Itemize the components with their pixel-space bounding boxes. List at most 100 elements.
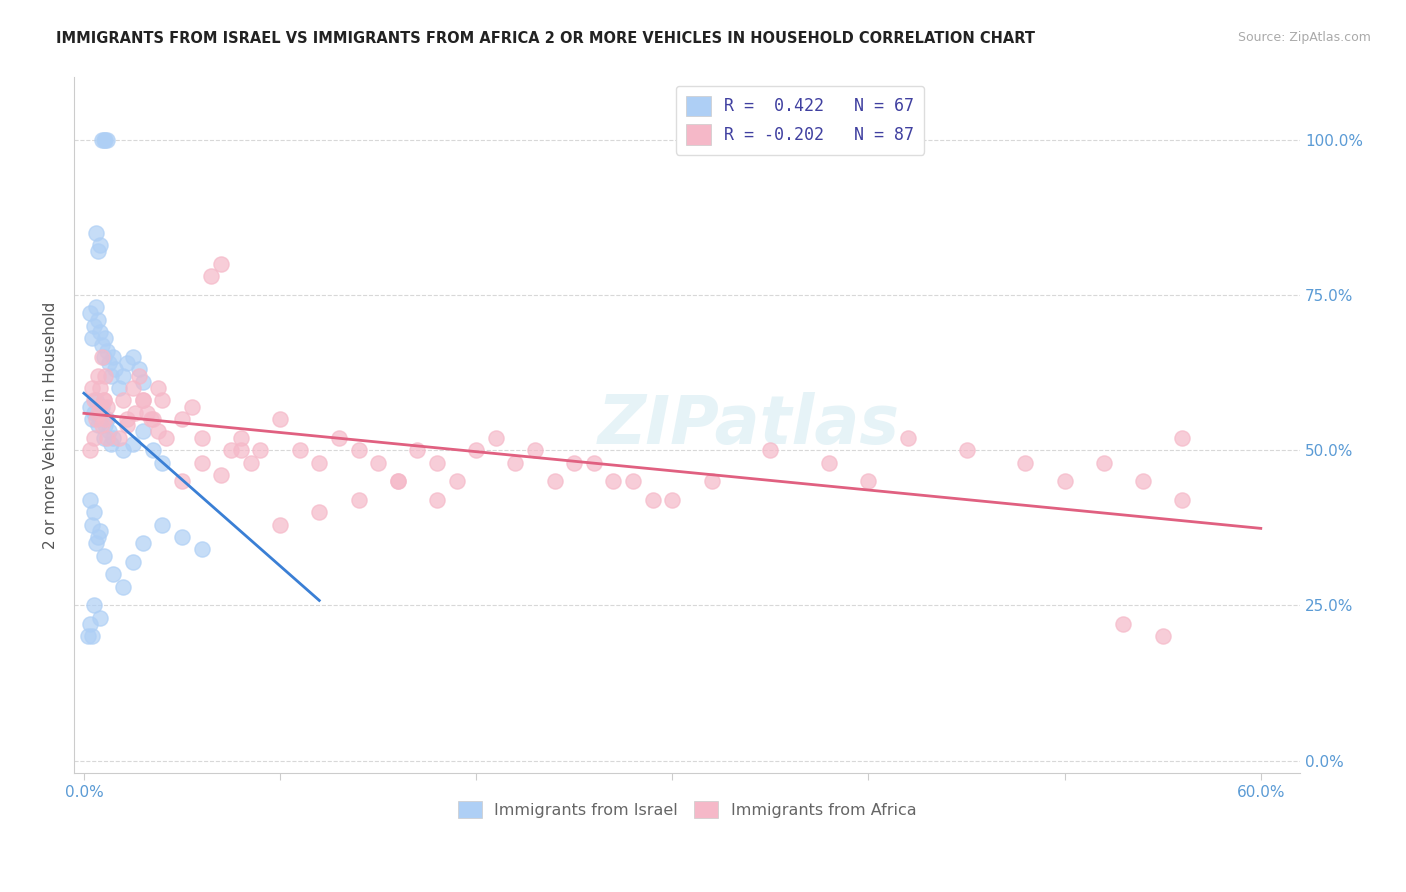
- Point: [135, 406, 157, 420]
- Point: [543, 474, 565, 488]
- Point: [104, 362, 127, 376]
- Point: [79, 400, 101, 414]
- Point: [190, 542, 212, 557]
- Point: [308, 456, 330, 470]
- Point: [180, 400, 202, 414]
- Point: [90, 350, 112, 364]
- Point: [80, 629, 103, 643]
- Point: [108, 431, 131, 445]
- Point: [122, 555, 145, 569]
- Point: [80, 331, 103, 345]
- Text: ZIPatlas: ZIPatlas: [598, 392, 900, 458]
- Point: [112, 368, 135, 383]
- Point: [94, 412, 117, 426]
- Point: [84, 300, 107, 314]
- Point: [84, 536, 107, 550]
- Point: [96, 132, 118, 146]
- Point: [98, 356, 121, 370]
- Point: [465, 443, 488, 458]
- Point: [1171, 492, 1194, 507]
- Point: [485, 431, 508, 445]
- Point: [103, 431, 125, 445]
- Point: [90, 418, 112, 433]
- Point: [122, 350, 145, 364]
- Point: [505, 456, 527, 470]
- Point: [132, 536, 155, 550]
- Point: [269, 517, 291, 532]
- Point: [387, 474, 409, 488]
- Point: [132, 375, 155, 389]
- Point: [86, 244, 108, 259]
- Point: [93, 393, 115, 408]
- Y-axis label: 2 or more Vehicles in Household: 2 or more Vehicles in Household: [44, 301, 58, 549]
- Point: [524, 443, 547, 458]
- Point: [1092, 456, 1115, 470]
- Point: [150, 456, 173, 470]
- Point: [89, 238, 111, 252]
- Point: [148, 381, 170, 395]
- Point: [200, 269, 222, 284]
- Point: [93, 431, 115, 445]
- Point: [90, 337, 112, 351]
- Point: [562, 456, 585, 470]
- Text: Source: ZipAtlas.com: Source: ZipAtlas.com: [1237, 31, 1371, 45]
- Point: [239, 456, 262, 470]
- Point: [96, 431, 118, 445]
- Point: [83, 406, 105, 420]
- Point: [142, 412, 165, 426]
- Point: [93, 393, 115, 408]
- Point: [86, 406, 108, 420]
- Point: [100, 368, 122, 383]
- Point: [80, 412, 103, 426]
- Point: [84, 412, 107, 426]
- Point: [100, 437, 122, 451]
- Point: [269, 412, 291, 426]
- Point: [621, 474, 644, 488]
- Point: [94, 418, 117, 433]
- Point: [98, 425, 121, 439]
- Point: [86, 418, 108, 433]
- Point: [79, 617, 101, 632]
- Point: [128, 362, 150, 376]
- Point: [122, 381, 145, 395]
- Point: [142, 443, 165, 458]
- Point: [93, 549, 115, 563]
- Point: [347, 443, 370, 458]
- Point: [90, 400, 112, 414]
- Point: [112, 580, 135, 594]
- Point: [76, 629, 98, 643]
- Point: [700, 474, 723, 488]
- Point: [84, 226, 107, 240]
- Point: [124, 406, 146, 420]
- Point: [347, 492, 370, 507]
- Point: [1152, 629, 1174, 643]
- Point: [170, 474, 193, 488]
- Point: [112, 443, 135, 458]
- Point: [93, 350, 115, 364]
- Point: [79, 443, 101, 458]
- Point: [150, 393, 173, 408]
- Point: [90, 132, 112, 146]
- Point: [86, 530, 108, 544]
- Point: [229, 443, 252, 458]
- Point: [83, 318, 105, 333]
- Point: [80, 517, 103, 532]
- Point: [89, 400, 111, 414]
- Point: [89, 325, 111, 339]
- Point: [308, 505, 330, 519]
- Point: [209, 467, 232, 482]
- Point: [387, 474, 409, 488]
- Point: [83, 599, 105, 613]
- Point: [328, 431, 350, 445]
- Point: [96, 412, 118, 426]
- Point: [103, 567, 125, 582]
- Point: [1112, 617, 1135, 632]
- Point: [128, 368, 150, 383]
- Point: [641, 492, 664, 507]
- Point: [103, 350, 125, 364]
- Point: [229, 431, 252, 445]
- Point: [86, 368, 108, 383]
- Point: [190, 431, 212, 445]
- Point: [219, 443, 242, 458]
- Legend: Immigrants from Israel, Immigrants from Africa: Immigrants from Israel, Immigrants from …: [451, 795, 922, 824]
